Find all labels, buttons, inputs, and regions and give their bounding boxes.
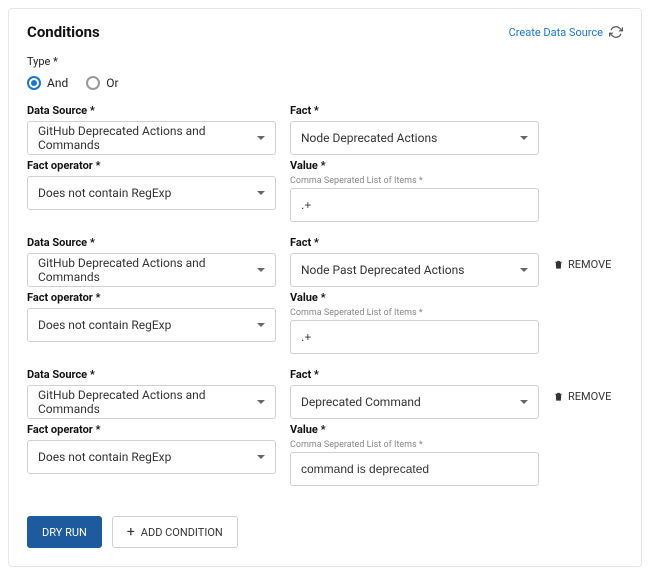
value-input[interactable] xyxy=(290,188,539,222)
condition-row: Data Source * GitHub Deprecated Actions a… xyxy=(27,236,623,287)
fact-operator-value: Does not contain RegExp xyxy=(38,450,171,464)
fact-field: Fact * Node Deprecated Actions xyxy=(290,104,539,155)
condition-row-2: Fact operator * Does not contain RegExp Va… xyxy=(27,159,623,222)
data-source-field: Data Source * GitHub Deprecated Actions a… xyxy=(27,368,276,419)
fact-operator-value: Does not contain RegExp xyxy=(38,318,171,332)
fact-label: Fact * xyxy=(290,236,539,249)
chevron-down-icon xyxy=(257,136,265,140)
data-source-label: Data Source * xyxy=(27,104,276,117)
data-source-field: Data Source * GitHub Deprecated Actions a… xyxy=(27,236,276,287)
fact-value: Node Deprecated Actions xyxy=(301,131,437,145)
value-hint: Comma Seperated List of Items * xyxy=(290,308,539,318)
radio-and-indicator xyxy=(27,76,41,90)
data-source-select[interactable]: GitHub Deprecated Actions and Commands xyxy=(27,121,276,155)
chevron-down-icon xyxy=(520,268,528,272)
fact-operator-select[interactable]: Does not contain RegExp xyxy=(27,440,276,474)
add-condition-button[interactable]: + ADD CONDITION xyxy=(112,516,238,548)
value-hint: Comma Seperated List of Items * xyxy=(290,176,539,186)
page-title: Conditions xyxy=(27,23,100,41)
plus-icon: + xyxy=(127,525,135,539)
condition-row-2: Fact operator * Does not contain RegExp Va… xyxy=(27,291,623,354)
fact-label: Fact * xyxy=(290,104,539,117)
fact-field: Fact * Deprecated Command xyxy=(290,368,539,419)
fact-operator-label: Fact operator * xyxy=(27,291,276,304)
fact-operator-field: Fact operator * Does not contain RegExp xyxy=(27,291,276,342)
conditions-card: Conditions Create Data Source Type * And… xyxy=(8,8,642,567)
value-field: Value * Comma Seperated List of Items * xyxy=(290,423,539,486)
fact-operator-field: Fact operator * Does not contain RegExp xyxy=(27,423,276,474)
fact-operator-select[interactable]: Does not contain RegExp xyxy=(27,176,276,210)
radio-and[interactable]: And xyxy=(27,76,68,90)
condition-row: Data Source * GitHub Deprecated Actions a… xyxy=(27,368,623,419)
refresh-icon xyxy=(609,25,623,39)
fact-operator-label: Fact operator * xyxy=(27,423,276,436)
fact-value: Node Past Deprecated Actions xyxy=(301,263,464,277)
dry-run-button[interactable]: DRY RUN xyxy=(27,516,102,548)
radio-or[interactable]: Or xyxy=(86,76,118,90)
data-source-label: Data Source * xyxy=(27,236,276,249)
header: Conditions Create Data Source xyxy=(27,23,623,41)
data-source-value: GitHub Deprecated Actions and Commands xyxy=(38,256,247,284)
dry-run-label: DRY RUN xyxy=(42,526,87,539)
fact-operator-label: Fact operator * xyxy=(27,159,276,172)
radio-or-indicator xyxy=(86,76,100,90)
remove-button[interactable]: REMOVE xyxy=(553,236,623,271)
value-hint: Comma Seperated List of Items * xyxy=(290,440,539,450)
condition-row: Data Source * GitHub Deprecated Actions a… xyxy=(27,104,623,155)
chevron-down-icon xyxy=(257,323,265,327)
fact-operator-field: Fact operator * Does not contain RegExp xyxy=(27,159,276,210)
type-label: Type * xyxy=(27,55,623,68)
fact-select[interactable]: Deprecated Command xyxy=(290,385,539,419)
trash-icon xyxy=(553,258,564,271)
data-source-select[interactable]: GitHub Deprecated Actions and Commands xyxy=(27,385,276,419)
remove-label: REMOVE xyxy=(568,390,611,403)
fact-field: Fact * Node Past Deprecated Actions xyxy=(290,236,539,287)
value-label: Value * xyxy=(290,423,539,436)
chevron-down-icon xyxy=(257,455,265,459)
add-condition-label: ADD CONDITION xyxy=(141,526,223,539)
fact-value: Deprecated Command xyxy=(301,395,421,409)
value-input[interactable] xyxy=(290,452,539,486)
data-source-select[interactable]: GitHub Deprecated Actions and Commands xyxy=(27,253,276,287)
data-source-field: Data Source * GitHub Deprecated Actions a… xyxy=(27,104,276,155)
value-field: Value * Comma Seperated List of Items * xyxy=(290,159,539,222)
condition-row-2: Fact operator * Does not contain RegExp Va… xyxy=(27,423,623,486)
chevron-down-icon xyxy=(257,191,265,195)
value-label: Value * xyxy=(290,159,539,172)
button-row: DRY RUN + ADD CONDITION xyxy=(27,516,623,548)
data-source-value: GitHub Deprecated Actions and Commands xyxy=(38,124,247,152)
fact-select[interactable]: Node Deprecated Actions xyxy=(290,121,539,155)
data-source-label: Data Source * xyxy=(27,368,276,381)
value-field: Value * Comma Seperated List of Items * xyxy=(290,291,539,354)
chevron-down-icon xyxy=(257,400,265,404)
value-label: Value * xyxy=(290,291,539,304)
chevron-down-icon xyxy=(520,400,528,404)
radio-and-label: And xyxy=(47,76,68,90)
chevron-down-icon xyxy=(257,268,265,272)
remove-button[interactable]: REMOVE xyxy=(553,368,623,403)
type-radio-group: And Or xyxy=(27,76,623,90)
create-data-source-link[interactable]: Create Data Source xyxy=(509,25,623,39)
fact-operator-select[interactable]: Does not contain RegExp xyxy=(27,308,276,342)
chevron-down-icon xyxy=(520,136,528,140)
trash-icon xyxy=(553,390,564,403)
create-data-source-label: Create Data Source xyxy=(509,26,603,39)
fact-operator-value: Does not contain RegExp xyxy=(38,186,171,200)
data-source-value: GitHub Deprecated Actions and Commands xyxy=(38,388,247,416)
fact-select[interactable]: Node Past Deprecated Actions xyxy=(290,253,539,287)
remove-label: REMOVE xyxy=(568,258,611,271)
value-input[interactable] xyxy=(290,320,539,354)
fact-label: Fact * xyxy=(290,368,539,381)
radio-or-label: Or xyxy=(106,76,118,90)
